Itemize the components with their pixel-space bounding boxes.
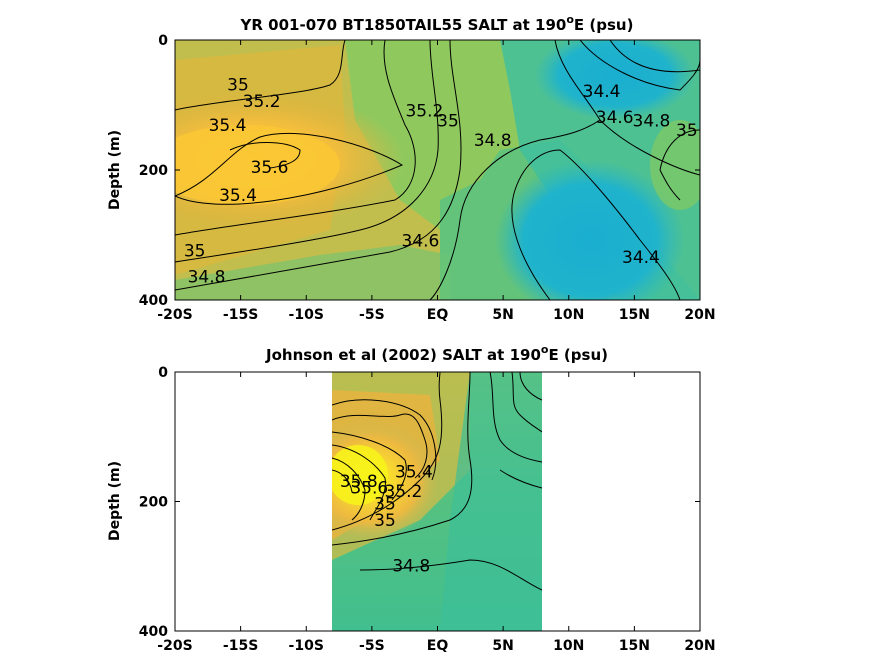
top-contour-label: 34.8 xyxy=(188,267,226,287)
top-contour-label: 35.2 xyxy=(405,102,443,122)
bottom-x-tick-label: 5N xyxy=(492,638,513,654)
bottom-contour-label: 35 xyxy=(374,495,396,515)
top-contour-label: 34.6 xyxy=(402,232,440,252)
bottom-y-tick-label: 200 xyxy=(139,495,168,511)
bottom-x-tick-label: -10S xyxy=(289,638,324,654)
bottom-x-axis: -20S -15S -10S -5S EQ 5N 10N 15N 20N xyxy=(157,372,716,654)
top-contour-label: 34.8 xyxy=(474,131,512,151)
top-contour-label: 35 xyxy=(437,111,459,131)
bottom-x-tick-label: -15S xyxy=(223,638,258,654)
top-contour-label: 34.8 xyxy=(633,111,671,131)
bottom-x-tick-label: 10N xyxy=(553,638,584,654)
top-x-tick-label: EQ xyxy=(427,307,449,323)
top-contour-label: 35 xyxy=(676,121,698,141)
bottom-contour-label: 35.4 xyxy=(395,462,433,482)
top-x-tick-label: -20S xyxy=(157,307,192,323)
top-x-axis: -20S -15S -10S -5S EQ 5N 10N 15N 20N xyxy=(157,40,716,323)
bottom-x-tick-label: 15N xyxy=(619,638,650,654)
bottom-y-tick-label: 400 xyxy=(139,624,168,640)
top-contour-labels: 3535.235.435.635.43534.835.23534.834.634… xyxy=(184,76,698,288)
top-x-tick-label: 20N xyxy=(684,307,715,323)
top-contour-label: 35.4 xyxy=(219,186,257,206)
bottom-contour-label: 35 xyxy=(374,511,396,531)
top-contour-label: 35.4 xyxy=(209,116,247,136)
bottom-chart-title: Johnson et al (2002) SALT at 190oE (psu) xyxy=(265,343,608,364)
top-y-tick-label: 400 xyxy=(139,293,168,309)
top-contour-label: 35.6 xyxy=(251,158,289,178)
bottom-x-tick-label: -5S xyxy=(359,638,385,654)
top-x-tick-label: 5N xyxy=(492,307,513,323)
top-panel: 3535.235.435.635.43534.835.23534.834.634… xyxy=(107,13,716,323)
top-x-tick-label: -5S xyxy=(359,307,385,323)
top-y-tick-label: 200 xyxy=(139,163,168,179)
top-contour-label: 34.6 xyxy=(596,108,634,128)
bottom-y-tick-label: 0 xyxy=(158,365,168,381)
top-chart-title: YR 001-070 BT1850TAIL55 SALT at 190oE (p… xyxy=(240,13,634,34)
bottom-contour-label: 35.6 xyxy=(350,479,388,499)
top-x-tick-label: 10N xyxy=(553,307,584,323)
top-y-tick-label: 0 xyxy=(158,33,168,49)
top-x-tick-label: -15S xyxy=(223,307,258,323)
top-contour-label: 35 xyxy=(227,76,249,96)
top-y-axis: 0 200 400 xyxy=(139,33,700,309)
top-x-tick-label: 15N xyxy=(619,307,650,323)
bottom-x-tick-label: 20N xyxy=(684,638,715,654)
bottom-y-axis: 0 200 400 xyxy=(139,365,700,640)
top-contour-label: 34.4 xyxy=(583,82,621,102)
top-contour-label: 35 xyxy=(184,241,206,261)
top-contour-label: 35.2 xyxy=(243,92,281,112)
bottom-panel-field xyxy=(332,372,542,631)
bottom-contour-label: 35.8 xyxy=(340,472,378,492)
bottom-x-tick-label: EQ xyxy=(427,638,449,654)
bottom-x-tick-label: -20S xyxy=(157,638,192,654)
bottom-contour-label: 35.2 xyxy=(384,482,422,502)
top-y-axis-label: Depth (m) xyxy=(107,130,123,210)
bottom-contour-label: 34.8 xyxy=(392,556,430,576)
top-panel-field xyxy=(175,40,700,300)
top-contour-label: 34.4 xyxy=(622,248,660,268)
top-x-tick-label: -10S xyxy=(289,307,324,323)
bottom-y-axis-label: Depth (m) xyxy=(107,461,123,541)
